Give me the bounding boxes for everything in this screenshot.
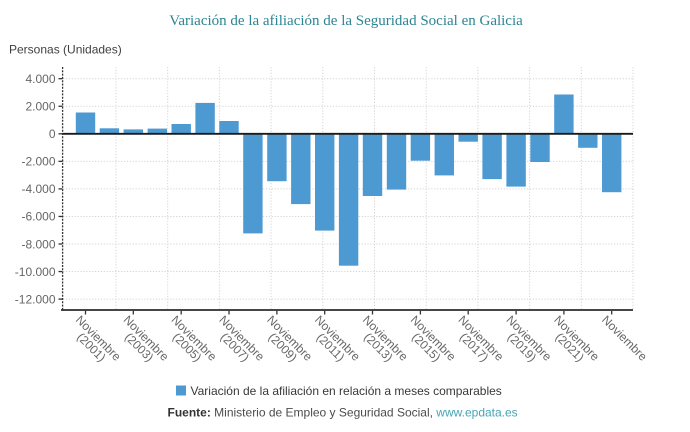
svg-text:Noviembre(2011): Noviembre(2011): [304, 313, 363, 372]
svg-text:Noviembre(2017): Noviembre(2017): [448, 313, 507, 372]
svg-text:-2.000: -2.000: [21, 155, 55, 169]
svg-text:-6.000: -6.000: [21, 210, 55, 224]
svg-text:-8.000: -8.000: [21, 237, 55, 251]
svg-text:Noviembre(2007): Noviembre(2007): [208, 313, 267, 372]
svg-text:Noviembre(2003): Noviembre(2003): [113, 313, 172, 372]
svg-text:Noviembre: Noviembre: [599, 313, 650, 364]
svg-text:Noviembre(2015): Noviembre(2015): [400, 313, 459, 372]
svg-text:-10.000: -10.000: [15, 265, 56, 279]
svg-text:Variación de la afiliación de: Variación de la afiliación de la Segurid…: [169, 13, 523, 29]
svg-text:-4.000: -4.000: [21, 182, 55, 196]
svg-text:Noviembre(2005): Noviembre(2005): [161, 313, 220, 372]
svg-text:2.000: 2.000: [25, 100, 55, 114]
svg-text:Noviembre(2001): Noviembre(2001): [65, 313, 124, 372]
svg-text:Noviembre(2013): Noviembre(2013): [352, 313, 411, 372]
svg-text:0: 0: [49, 127, 56, 141]
svg-text:Noviembre(2019): Noviembre(2019): [495, 313, 554, 372]
svg-text:Fuente: Ministerio de Empleo y: Fuente: Ministerio de Empleo y Seguridad…: [168, 405, 518, 419]
svg-text:Noviembre(2009): Noviembre(2009): [256, 313, 315, 372]
svg-text:Noviembre(2021): Noviembre(2021): [543, 313, 602, 372]
svg-text:Variación de la afiliación en: Variación de la afiliación en relación a…: [191, 384, 502, 398]
svg-text:4.000: 4.000: [25, 72, 55, 86]
svg-text:Personas (Unidades): Personas (Unidades): [9, 42, 122, 56]
svg-text:-12.000: -12.000: [15, 292, 56, 306]
